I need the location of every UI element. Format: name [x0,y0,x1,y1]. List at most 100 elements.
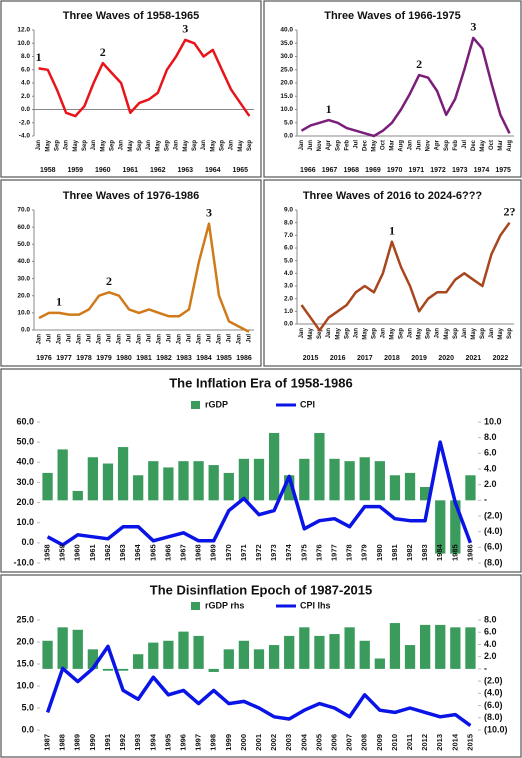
y2-tick-label: 6.0 [484,627,497,637]
y-tick-label: 60.0 [17,224,30,231]
y-tick-label: 25.0 [16,614,34,624]
y-tick-label: 6.0 [284,245,293,252]
y2-tick-label: (2.0) [484,675,503,685]
year-label: 1973 [452,167,468,174]
year-label: 2020 [438,355,454,362]
x-tick-label: 1995 [163,734,172,751]
y-tick-label: 20.0 [17,292,30,299]
bar [178,631,189,669]
x-tick-label: 1990 [88,734,97,751]
line [46,440,473,547]
y2-tick-label: 4.0 [484,463,497,473]
x-tick-label: Aug [507,140,513,152]
x-tick-label: May [362,327,368,339]
y-tick-label: 10.0 [17,40,30,47]
line [38,222,250,333]
x-tick-label: Jan [299,140,305,151]
line [300,36,511,138]
x-tick-label: 1996 [178,734,187,751]
chart-title: Three Waves of 1966-1975 [324,10,461,22]
bar [193,461,204,501]
year-label: 1978 [76,355,92,362]
x-tick-label: May [183,139,189,151]
bar [102,463,114,501]
x-tick-label: Jul [207,334,213,343]
x-tick-label: 1986 [465,544,474,561]
x-tick-label: Mar [390,139,396,150]
x-tick-label: 1978 [345,544,354,561]
x-tick-label: Sep [164,140,170,151]
x-tick-label: Sep [109,140,115,151]
x-tick-label: May [371,139,377,151]
x-tick-label: May [308,327,314,339]
x-tick-label: Mar [498,139,504,150]
x-tick-label: Jan [489,328,495,339]
chart-title: Three Waves of 1958-1965 [63,10,200,22]
x-tick-label: Jul [67,334,73,343]
year-label: 1965 [232,167,248,174]
y-tick-label: 70.0 [17,207,30,214]
bar [435,500,446,554]
y2-tick-label: (4.0) [484,526,503,536]
x-tick-label: 1984 [435,543,444,561]
x-tick-label: 1963 [118,544,127,561]
year-label: 1960 [95,167,111,174]
x-tick-label: 1985 [450,544,459,561]
x-tick-label: 1982 [405,544,414,561]
y-tick-label: 10.0 [16,680,34,690]
x-tick-label: Jan [64,140,70,151]
bar [284,635,295,669]
x-tick-label: Sep [317,328,323,339]
y-tick-label: 0.0 [284,321,293,328]
x-tick-label: Sep [480,328,486,339]
y2-tick-label: - [484,495,487,505]
x-tick-label: Sep [507,328,513,339]
y-tick-label: 40.0 [17,258,30,265]
year-label: 1969 [365,167,381,174]
bar [404,472,416,501]
x-tick-label: Jan [146,140,152,151]
x-tick-label: 1979 [360,544,369,561]
y-tick-label: 12.0 [17,27,30,34]
x-tick-label: May [210,139,216,151]
x-tick-label: Oct [489,140,495,150]
bar [268,645,280,669]
x-tick-label: Jan [197,334,203,345]
x-tick-label: Feb [453,140,459,151]
year-label: 1983 [176,355,192,362]
year-label: 1964 [205,167,221,174]
year-label: 1959 [67,167,83,174]
annotation: 1 [326,102,332,116]
x-tick-label: 2013 [435,734,444,751]
y-tick-label: 5.0 [284,119,293,126]
year-label: 2015 [303,355,319,362]
panel-frame [263,0,522,178]
bar [268,432,280,501]
y-tick-label: 15.0 [280,93,293,100]
panel-frame [0,179,262,367]
y2-tick-label: 6.0 [484,448,497,458]
x-tick-label: Jan [137,334,143,345]
year-label: 2016 [330,355,346,362]
bar [253,649,265,669]
x-tick-label: 2002 [269,734,278,751]
bar [72,490,83,501]
bar [238,640,250,669]
x-tick-label: Jan [97,334,103,345]
x-tick-label: 2000 [239,734,248,751]
year-label: 2018 [384,355,400,362]
x-tick-label: 2014 [450,733,459,751]
y-tick-label: 30.0 [17,275,30,282]
bar [420,487,431,501]
bar [102,668,114,671]
bar [344,461,355,501]
x-tick-label: 1980 [375,544,384,561]
year-label: 1962 [150,167,166,174]
bar [253,458,265,501]
y-tick-label: -2.0 [19,119,31,126]
x-tick-label: 1966 [163,544,172,561]
x-tick-label: Jan [157,334,163,345]
bar [299,458,310,501]
year-label: 1975 [495,167,511,174]
year-label: 1977 [56,355,72,362]
